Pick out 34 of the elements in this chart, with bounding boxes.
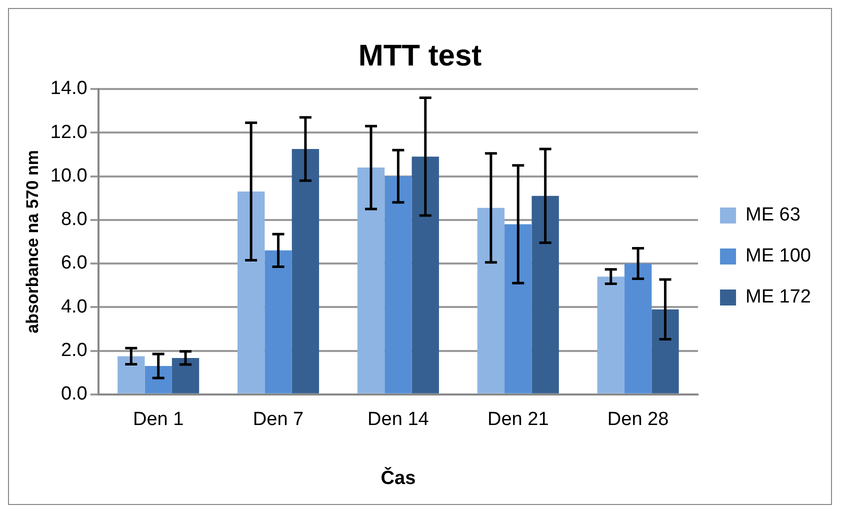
bar <box>504 224 532 394</box>
bar <box>292 148 320 394</box>
legend-label: ME 63 <box>746 204 800 226</box>
bar <box>357 168 385 394</box>
bar <box>118 356 145 394</box>
y-tick-label: 8.0 <box>60 209 88 230</box>
x-tick-label: Den 14 <box>368 409 430 430</box>
x-tick-label: Den 7 <box>252 409 304 430</box>
bar <box>652 309 679 394</box>
x-axis-title: Čas <box>380 466 416 489</box>
y-tick-label: 2.0 <box>60 340 88 362</box>
y-tick-label: 0.0 <box>60 384 88 405</box>
legend-label: ME 172 <box>746 286 812 308</box>
bar <box>477 208 505 394</box>
chart-title: MTT test <box>358 39 482 72</box>
bar <box>412 156 439 394</box>
x-tick-label: Den 1 <box>132 409 184 430</box>
y-tick-label: 10.0 <box>50 165 88 186</box>
y-tick-label: 6.0 <box>60 252 88 274</box>
bar <box>384 176 412 394</box>
y-tick-label: 12.0 <box>50 122 88 143</box>
bar <box>624 264 652 394</box>
bar <box>144 366 172 394</box>
bar <box>264 250 292 394</box>
x-tick-label: Den 28 <box>607 409 669 430</box>
bar <box>172 358 200 394</box>
y-tick-label: 14.0 <box>50 78 88 100</box>
bar <box>237 192 265 394</box>
x-tick-label: Den 21 <box>487 409 549 430</box>
bar <box>597 276 624 394</box>
bar <box>532 196 559 394</box>
legend-label: ME 100 <box>746 246 812 267</box>
y-tick-label: 4.0 <box>60 296 88 318</box>
y-axis-title: absorbance na 570 nm <box>22 150 42 334</box>
